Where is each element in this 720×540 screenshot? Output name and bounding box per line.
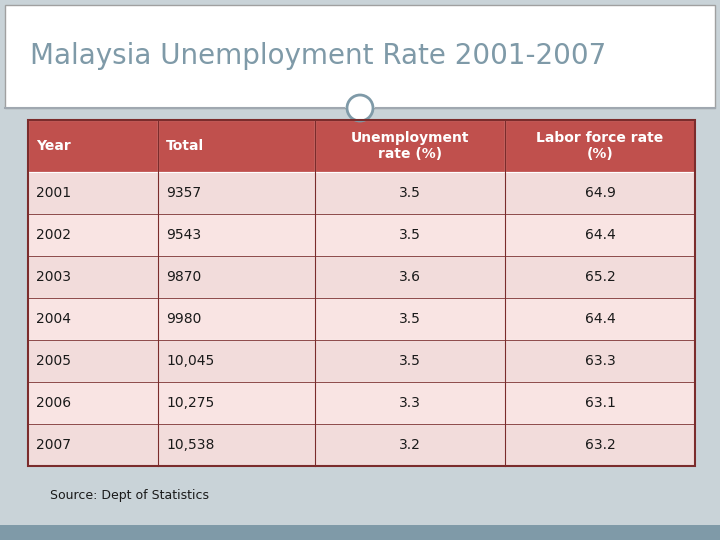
Text: Total: Total: [166, 139, 204, 153]
Bar: [505, 120, 695, 172]
Bar: [28, 214, 158, 256]
Bar: [505, 340, 695, 382]
Text: 3.2: 3.2: [399, 438, 420, 452]
Text: Source: Dept of Statistics: Source: Dept of Statistics: [50, 489, 209, 503]
Circle shape: [347, 95, 373, 121]
Text: 9543: 9543: [166, 228, 201, 242]
Bar: [505, 214, 695, 256]
Text: Year: Year: [36, 139, 71, 153]
Text: 63.1: 63.1: [585, 396, 616, 410]
Text: 2004: 2004: [36, 312, 71, 326]
Bar: [505, 424, 695, 466]
Text: Malaysia Unemployment Rate 2001-2007: Malaysia Unemployment Rate 2001-2007: [30, 43, 606, 71]
Bar: [315, 424, 505, 466]
Text: 10,538: 10,538: [166, 438, 215, 452]
Text: 10,045: 10,045: [166, 354, 215, 368]
Text: 9357: 9357: [166, 186, 201, 200]
Text: 3.5: 3.5: [399, 186, 420, 200]
Bar: [28, 120, 695, 466]
Bar: [0, 525, 720, 540]
Bar: [315, 298, 505, 340]
Bar: [315, 256, 505, 298]
Bar: [505, 298, 695, 340]
Text: 10,275: 10,275: [166, 396, 215, 410]
Text: 3.3: 3.3: [399, 396, 420, 410]
Text: 3.5: 3.5: [399, 228, 420, 242]
Bar: [28, 382, 158, 424]
Bar: [158, 424, 315, 466]
Bar: [315, 120, 505, 172]
Text: 2001: 2001: [36, 186, 71, 200]
Bar: [28, 172, 158, 214]
Bar: [28, 298, 158, 340]
Text: Unemployment
rate (%): Unemployment rate (%): [351, 131, 469, 161]
Bar: [158, 214, 315, 256]
Bar: [158, 120, 315, 172]
Bar: [5, 5, 715, 108]
Text: 3.5: 3.5: [399, 354, 420, 368]
Bar: [315, 214, 505, 256]
Text: 3.6: 3.6: [399, 270, 421, 284]
Text: 3.5: 3.5: [399, 312, 420, 326]
Bar: [315, 340, 505, 382]
Text: 64.4: 64.4: [585, 228, 616, 242]
Bar: [28, 256, 158, 298]
Text: Labor force rate
(%): Labor force rate (%): [536, 131, 664, 161]
Text: 2007: 2007: [36, 438, 71, 452]
Text: 2003: 2003: [36, 270, 71, 284]
Bar: [28, 424, 158, 466]
Bar: [158, 340, 315, 382]
Bar: [158, 298, 315, 340]
Text: 9870: 9870: [166, 270, 202, 284]
Text: 63.2: 63.2: [585, 438, 616, 452]
Bar: [315, 172, 505, 214]
Bar: [505, 382, 695, 424]
Bar: [315, 382, 505, 424]
Bar: [158, 172, 315, 214]
Text: 63.3: 63.3: [585, 354, 616, 368]
Text: 64.9: 64.9: [585, 186, 616, 200]
Bar: [28, 340, 158, 382]
Bar: [28, 120, 158, 172]
Bar: [158, 256, 315, 298]
Bar: [505, 256, 695, 298]
Bar: [158, 382, 315, 424]
Text: 9980: 9980: [166, 312, 202, 326]
Text: 2006: 2006: [36, 396, 71, 410]
Bar: [505, 172, 695, 214]
Text: 64.4: 64.4: [585, 312, 616, 326]
Text: 2002: 2002: [36, 228, 71, 242]
Text: 65.2: 65.2: [585, 270, 616, 284]
Text: 2005: 2005: [36, 354, 71, 368]
